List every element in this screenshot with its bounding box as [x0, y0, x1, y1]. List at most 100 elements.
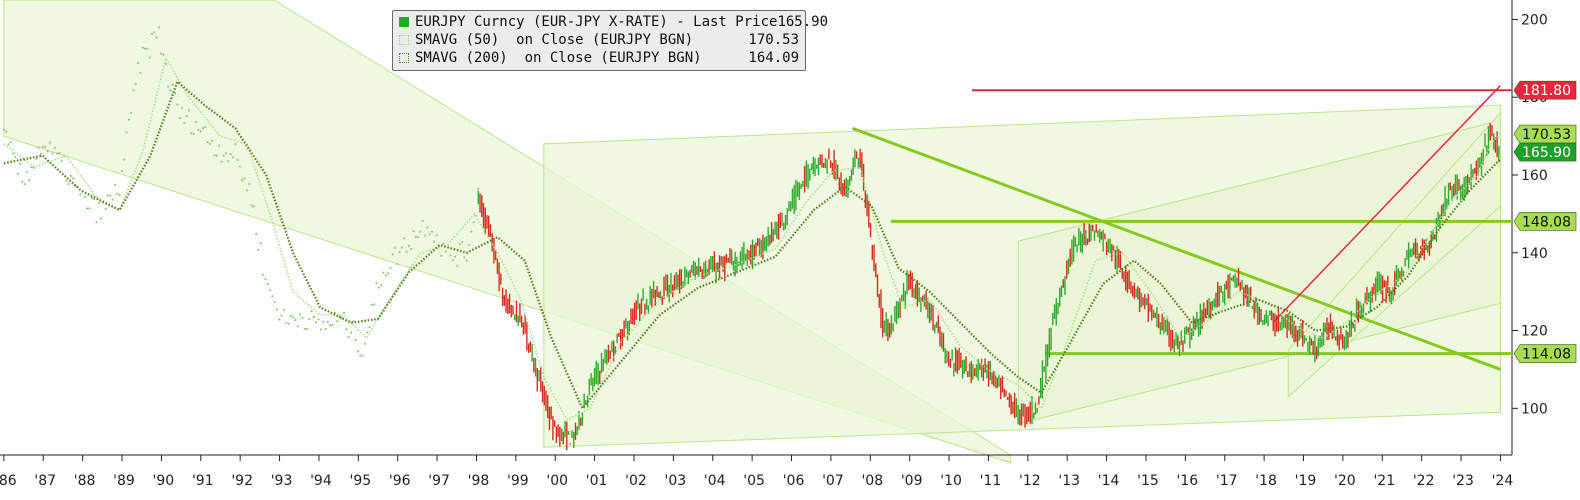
price-point [79, 193, 82, 196]
price-point [301, 316, 304, 319]
price-point [456, 264, 459, 267]
price-point [451, 259, 454, 262]
price-point [250, 204, 253, 207]
price-point [116, 192, 119, 195]
legend-item-last-price[interactable]: EURJPY Curncy (EUR-JPY X-RATE) - Last Pr… [399, 13, 828, 31]
price-point [271, 295, 274, 298]
sma50-line [3, 56, 1501, 422]
price-point [144, 47, 147, 50]
price-point [28, 179, 31, 182]
price-point [257, 248, 260, 251]
price-point [419, 230, 422, 233]
x-tick-label: '96 [389, 473, 411, 489]
price-point [435, 234, 438, 237]
price-point [14, 155, 17, 158]
price-point [225, 152, 228, 155]
price-point [236, 159, 239, 162]
price-point [252, 205, 255, 208]
price-point [243, 177, 246, 180]
price-point [366, 331, 369, 334]
price-tag [1513, 142, 1577, 162]
legend[interactable]: EURJPY Curncy (EUR-JPY X-RATE) - Last Pr… [392, 10, 828, 71]
price-point [410, 248, 413, 251]
x-tick-label: '93 [271, 473, 293, 489]
price-point [9, 141, 12, 144]
price-point [405, 250, 408, 253]
price-point [407, 244, 410, 247]
x-tick-label: '91 [192, 473, 214, 489]
price-point [51, 152, 54, 155]
price-point [72, 177, 75, 180]
price-point [35, 157, 38, 160]
price-point [375, 281, 378, 284]
price-point [97, 202, 100, 205]
price-point [188, 109, 190, 112]
legend-value: 165.90 [777, 14, 829, 30]
x-tick-label: '05 [743, 473, 765, 489]
price-point [95, 221, 98, 224]
legend-label: EURJPY Curncy (EUR-JPY X-RATE) - Last Pr… [415, 14, 778, 30]
price-point [289, 314, 292, 317]
price-point [132, 89, 135, 92]
price-point [255, 233, 258, 236]
price-point [363, 342, 366, 345]
x-tick-label: '90 [153, 473, 175, 489]
price-point [120, 169, 123, 172]
legend-value: 164.09 [748, 50, 799, 66]
price-point [197, 128, 200, 131]
y-tick-label: 160 [1521, 168, 1548, 184]
price-point [403, 237, 406, 240]
price-point [49, 141, 52, 144]
price-point [194, 121, 197, 124]
price-point [104, 207, 107, 210]
price-point [229, 153, 232, 156]
x-tick-label: '94 [310, 473, 332, 489]
x-tick-label: '00 [546, 473, 568, 489]
price-point [192, 132, 195, 135]
price-tag [1513, 344, 1577, 363]
price-point [294, 319, 297, 322]
legend-item-sma200[interactable]: SMAVG (200) on Close (EURJPY BGN) 164.09 [399, 49, 799, 67]
price-point [377, 286, 380, 289]
x-tick-label: '97 [428, 473, 450, 489]
price-point [303, 327, 306, 330]
price-point [208, 142, 211, 145]
price-point [88, 207, 91, 210]
price-point [153, 31, 156, 34]
price-point [137, 62, 140, 65]
price-point [118, 193, 121, 196]
x-tick-label: '87 [34, 473, 56, 489]
legend-item-sma50[interactable]: SMAVG (50) on Close (EURJPY BGN) 170.53 [399, 31, 799, 49]
x-tick-label: '16 [1177, 473, 1199, 489]
price-point [141, 46, 144, 49]
price-point [442, 242, 445, 245]
price-point [130, 111, 133, 114]
price-series [2, 26, 1500, 451]
price-point [53, 146, 56, 149]
y-tick-label: 120 [1521, 324, 1548, 340]
price-point [465, 259, 468, 262]
price-point [30, 166, 33, 169]
price-tag-label: 114.08 [1522, 347, 1571, 363]
price-point [185, 115, 188, 118]
price-point [213, 154, 216, 157]
price-point [382, 271, 385, 274]
price-point [127, 118, 130, 121]
price-point [329, 324, 332, 327]
price-point [269, 289, 271, 292]
price-point [324, 327, 327, 330]
price-point [174, 92, 177, 95]
price-tag-label: 148.08 [1522, 214, 1571, 230]
x-tick-label: '13 [1058, 473, 1080, 489]
price-point [169, 89, 172, 92]
price-point [299, 313, 302, 316]
price-point [113, 183, 116, 186]
x-tick-label: '20 [1334, 473, 1356, 489]
sma200-line [3, 79, 1502, 411]
x-tick-label: '08 [861, 473, 883, 489]
price-point [26, 170, 28, 173]
price-point [90, 196, 93, 199]
price-point [449, 254, 452, 257]
price-point [387, 272, 390, 275]
price-point [319, 328, 322, 331]
